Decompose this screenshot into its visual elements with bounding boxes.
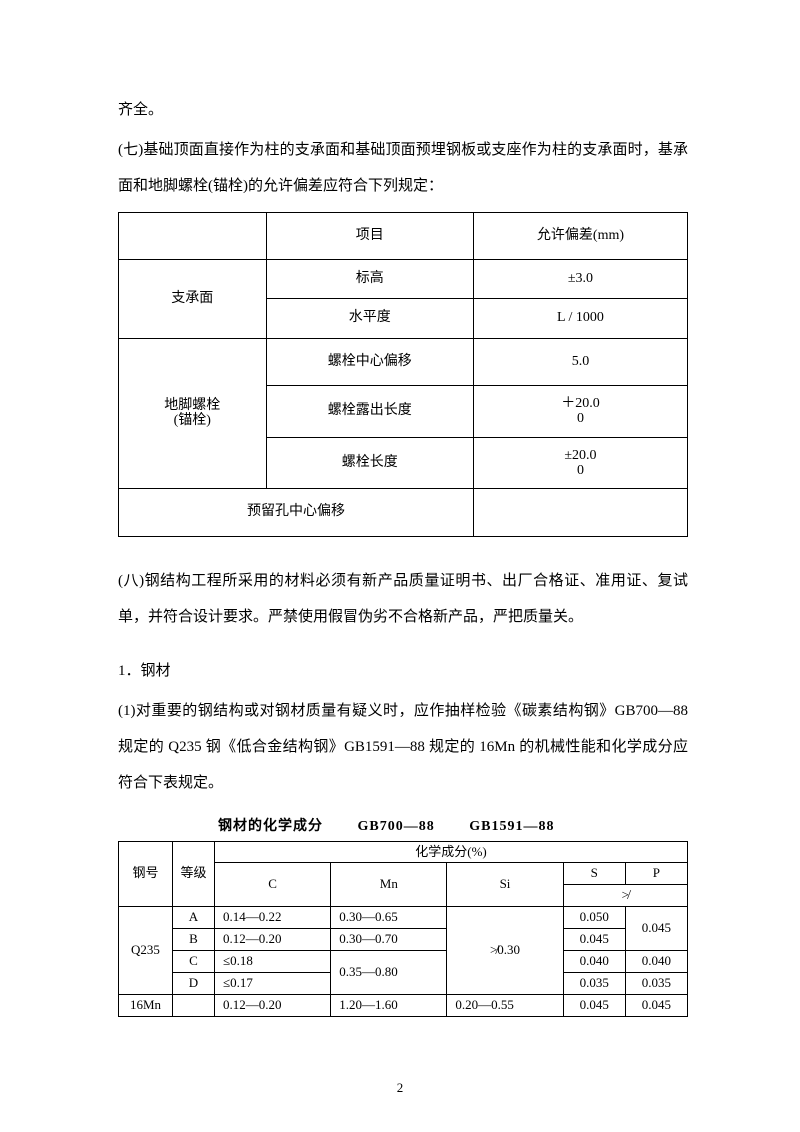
paragraph-section-8: (八)钢结构工程所采用的材料必须有新产品质量证明书、出厂合格证、准用证、复试单，… (118, 563, 688, 635)
paragraph-continuation: 齐全。 (118, 92, 688, 128)
tol-exposed-upper: ＋20.0 (561, 396, 600, 411)
s-16mn: 0.045 (563, 994, 625, 1016)
steel-16mn: 16Mn (119, 994, 173, 1016)
group-bearing-surface: 支承面 (119, 260, 267, 338)
tol-length-upper: ±20.0 (564, 448, 596, 463)
header-tolerance: 允许偏差(mm) (473, 213, 687, 260)
p-c: 0.040 (625, 950, 687, 972)
tol-reserved-hole (473, 489, 687, 536)
tolerance-table: 项目 允许偏差(mm) 支承面 标高 ±3.0 水平度 L / 1000 地脚螺… (118, 212, 688, 537)
si-q235: ≯0.30 (447, 907, 563, 995)
mn-a: 0.30—0.65 (331, 907, 447, 929)
item-elevation: 标高 (266, 260, 473, 299)
header-s: S (563, 863, 625, 885)
c-16mn: 0.12—0.20 (215, 994, 331, 1016)
blank-cell (119, 213, 267, 260)
s-a: 0.050 (563, 907, 625, 929)
header-c: C (215, 863, 331, 907)
header-composition: 化学成分(%) (215, 841, 688, 863)
chemical-composition-table: 钢号 等级 化学成分(%) C Mn Si S P ≯ Q235 A 0.14—… (118, 841, 688, 1017)
item-bolt-exposed: 螺栓露出长度 (266, 385, 473, 437)
tol-elevation: ±3.0 (473, 260, 687, 299)
c-c: ≤0.18 (215, 950, 331, 972)
header-si: Si (447, 863, 563, 907)
anchor-label-2: (锚栓) (174, 413, 211, 428)
page-number: 2 (0, 1080, 800, 1096)
anchor-label-1: 地脚螺栓 (164, 398, 220, 413)
header-steel-no: 钢号 (119, 841, 173, 907)
p-16mn: 0.045 (625, 994, 687, 1016)
item-reserved-hole: 预留孔中心偏移 (119, 489, 474, 536)
header-grade: 等级 (173, 841, 215, 907)
table2-caption: 钢材的化学成分 GB700—88 GB1591—88 (118, 815, 688, 835)
c-d: ≤0.17 (215, 972, 331, 994)
paragraph-section-7: (七)基础顶面直接作为柱的支承面和基础顶面预埋钢板或支座作为柱的支承面时，基承面… (118, 132, 688, 204)
item-bolt-center: 螺栓中心偏移 (266, 338, 473, 385)
header-p: P (625, 863, 687, 885)
tol-bolt-center: 5.0 (473, 338, 687, 385)
item-bolt-length: 螺栓长度 (266, 437, 473, 489)
caption-part-a: 钢材的化学成分 (218, 819, 323, 834)
s-d: 0.035 (563, 972, 625, 994)
c-b: 0.12—0.20 (215, 929, 331, 951)
tol-bolt-exposed: ＋20.0 0 (473, 385, 687, 437)
s-c: 0.040 (563, 950, 625, 972)
paragraph-steel-heading: 1．钢材 (118, 653, 688, 689)
group-anchor-bolt: 地脚螺栓 (锚栓) (119, 338, 267, 489)
s-b: 0.045 (563, 929, 625, 951)
tol-bolt-length: ±20.0 0 (473, 437, 687, 489)
p-d: 0.035 (625, 972, 687, 994)
mn-b: 0.30—0.70 (331, 929, 447, 951)
si-16mn: 0.20—0.55 (447, 994, 563, 1016)
caption-part-b: GB700—88 (358, 819, 435, 834)
c-a: 0.14—0.22 (215, 907, 331, 929)
caption-part-c: GB1591—88 (469, 819, 554, 834)
header-not-greater: ≯ (563, 885, 687, 907)
mn-16mn: 1.20—1.60 (331, 994, 447, 1016)
tol-exposed-lower: 0 (577, 411, 584, 426)
grade-a: A (173, 907, 215, 929)
mn-cd: 0.35—0.80 (331, 950, 447, 994)
header-item: 项目 (266, 213, 473, 260)
tol-length-lower: 0 (577, 463, 584, 478)
grade-c: C (173, 950, 215, 972)
header-mn: Mn (331, 863, 447, 907)
p-ab: 0.045 (625, 907, 687, 951)
grade-b: B (173, 929, 215, 951)
item-levelness: 水平度 (266, 299, 473, 338)
steel-q235: Q235 (119, 907, 173, 995)
grade-d: D (173, 972, 215, 994)
tol-levelness: L / 1000 (473, 299, 687, 338)
grade-16mn (173, 994, 215, 1016)
paragraph-steel-detail: (1)对重要的钢结构或对钢材质量有疑义时，应作抽样检验《碳素结构钢》GB700—… (118, 693, 688, 801)
